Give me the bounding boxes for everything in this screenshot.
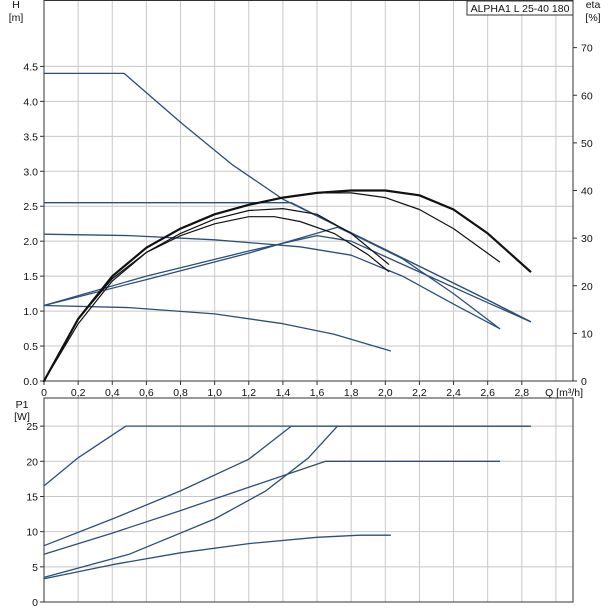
x-axis-label: Q [m³/h]: [545, 387, 583, 399]
y-tick-label: 0.5: [23, 341, 38, 353]
plot-frame: [43, 397, 574, 603]
y-tick-label: 20: [26, 456, 38, 468]
y-tick-label: 0: [32, 597, 38, 609]
y-tick-label: 0.0: [23, 376, 38, 388]
x-tick-label: 1,8: [344, 387, 359, 399]
x-tick-label: 2,8: [515, 387, 530, 399]
y2-tick-label: 40: [581, 186, 593, 198]
power-panel: 0 5 10 15 20 25 P1[W]: [14, 397, 574, 609]
y2-tick-label: 20: [581, 281, 593, 293]
series-line-eta-high: [43, 192, 501, 382]
y2-tick-label: 0: [581, 376, 587, 388]
x-tick-label: 0,4: [105, 387, 120, 399]
y-tick-label: 3.0: [23, 166, 38, 178]
y-tick-label: 1.5: [23, 271, 38, 283]
x-tick-label: 2,2: [412, 387, 427, 399]
series-line-h-min: [43, 304, 392, 352]
y-tick-label: 3.5: [23, 131, 38, 143]
y-tick-label: 2.0: [23, 236, 38, 248]
chart-title: ALPHA1 L 25-40 180: [471, 3, 570, 15]
y-tick-label: 1.0: [23, 306, 38, 318]
y-tick-label: 25: [26, 421, 38, 433]
x-tick-label: 2,4: [446, 387, 461, 399]
y-axis-unit: [W]: [14, 411, 30, 423]
y2-tick-label: 70: [581, 43, 593, 55]
title-box: [466, 0, 574, 16]
series-line-p1-proportional: [43, 425, 531, 579]
series-line-h-constant-2-55: [43, 202, 531, 323]
x-tick-label: 0,6: [139, 387, 154, 399]
x-tick-label: 1,4: [276, 387, 291, 399]
y2-axis-unit: [%]: [585, 12, 600, 24]
y-axis-label: H: [12, 0, 20, 11]
y2-tick-label: 10: [581, 328, 593, 340]
series-line-eta-mid: [43, 208, 390, 382]
series-line-p1-constant-2-55: [43, 425, 531, 547]
x-tick-label: 2,0: [378, 387, 393, 399]
series-line-p1-constant-2-1: [43, 460, 501, 555]
y-tick-label: 5: [32, 562, 38, 574]
series-line-eta-low: [43, 216, 390, 382]
y-tick-label: 2.5: [23, 201, 38, 213]
x-tick-label: 0: [41, 387, 47, 399]
y-tick-label: 10: [26, 527, 38, 539]
y-axis-label: P1: [16, 399, 29, 411]
y-tick-label: 15: [26, 491, 38, 503]
head-efficiency-panel: 0.0 0.5 1.0 1.5 2.0 2.5 3.0 3.5 4.0 4.5 0 10 20 30 40 5…: [9, 0, 601, 399]
x-tick-label: 0,8: [173, 387, 188, 399]
y2-tick-label: 60: [581, 90, 593, 102]
y-axis-unit: [m]: [9, 12, 24, 24]
x-tick-label: 1,0: [207, 387, 222, 399]
y-tick-label: 4.0: [23, 96, 38, 108]
y2-tick-label: 50: [581, 138, 593, 150]
series-line-p1-max: [43, 425, 531, 487]
series-line-h-constant-2-1: [43, 233, 501, 330]
y-tick-label: 4.5: [23, 61, 38, 73]
series-line-constant-curve: [43, 234, 531, 323]
x-tick-label: 0,2: [71, 387, 86, 399]
x-tick-label: 2,6: [480, 387, 495, 399]
x-tick-label: 1,2: [241, 387, 256, 399]
series-line-p1-min: [43, 534, 392, 580]
x-tick-label: 1,6: [310, 387, 325, 399]
y2-axis-label: eta: [586, 0, 601, 11]
y2-tick-label: 30: [581, 233, 593, 245]
